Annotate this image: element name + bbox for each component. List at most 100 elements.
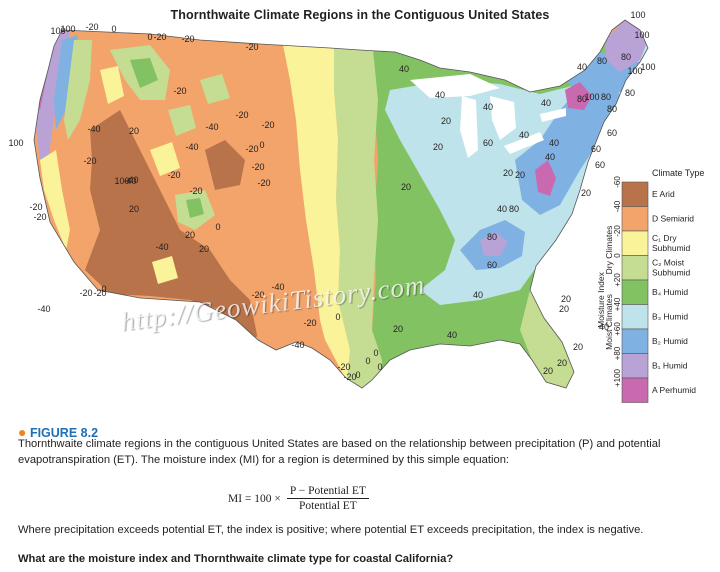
equation-lhs: MI = 100 × [228, 492, 281, 505]
region-b4-rockies-north [130, 58, 158, 88]
legend-moist-climates-label: Moist Climates [604, 294, 614, 350]
climate-map-figure: 100 -20 0 0 -20 -20 100 -40 -40 100 -20 -40 -40 0 -20-… [8, 8, 704, 403]
isoline-label: 100 [630, 10, 645, 20]
legend-item-label: B₁ Humid [652, 361, 688, 371]
isoline-label: 20 [543, 366, 553, 376]
isoline-label: 0 [335, 312, 340, 322]
isoline-label: -40 [271, 282, 284, 292]
isoline-label: 20 [129, 204, 139, 214]
region-c2-rockies-wyoming [168, 105, 196, 136]
figure-caption: Thornthwaite climate regions in the cont… [18, 438, 661, 466]
legend-tick-label: +20 [613, 273, 622, 287]
region-c1-rockies-utah [150, 142, 180, 176]
isoline-label: 0 [259, 140, 264, 150]
region-c1-dry-subhumid-sierra [40, 150, 70, 250]
isoline-label: -40 [291, 340, 304, 350]
isoline-label: -20 [235, 110, 248, 120]
isoline-label: -20 [337, 362, 350, 372]
isoline-label: 0 [147, 32, 152, 42]
bullet-dot-icon: ● [18, 424, 27, 440]
isoline-label: 20 [129, 126, 139, 136]
isoline-label: -20 [251, 162, 264, 172]
isoline-labels: 100 -20 00 -20 -20100-40-40100-20-40-400-20-… [8, 10, 655, 382]
isoline-label: 40 [541, 98, 551, 108]
legend-tick-label: +40 [613, 297, 622, 311]
isoline-label: 100 [634, 30, 649, 40]
legend-tick-label: -60 [613, 176, 622, 188]
region-e-arid-wyoming [205, 140, 245, 190]
us-outline [33, 19, 649, 389]
legend-item-label: B₄ Humid [652, 287, 688, 297]
lake-ontario [540, 108, 566, 122]
legend-tick-label: +80 [613, 346, 622, 360]
isoline-label: 40 [549, 138, 559, 148]
isoline-label: 60 [483, 138, 493, 148]
us-climate-map: 100 -20 00 -20 -20100-40-40100-20-40-400-20-… [8, 10, 704, 403]
isoline-label: 60 [487, 260, 497, 270]
isoline-label: 80 [625, 88, 635, 98]
isoline-label: 40 [447, 330, 457, 340]
isoline-label: -20 [303, 318, 316, 328]
lake-erie [504, 132, 544, 154]
legend-swatch [621, 304, 649, 330]
isoline-label: 60 [595, 160, 605, 170]
isoline-label: 80 [597, 56, 607, 66]
isoline-label: 80 [487, 232, 497, 242]
isoline-label: 80 [601, 92, 611, 102]
region-b1-humid-maine [605, 20, 648, 72]
legend-item-label: D Semiarid [652, 214, 694, 224]
moisture-index-equation: MI = 100 × P − Potential ET Potential ET [228, 485, 369, 512]
legend-moisture-index-label: Moisture Index [596, 271, 606, 327]
region-c1-rockies-north [100, 66, 124, 104]
isoline-label: 40 [577, 62, 587, 72]
region-a-perhumid-appalachian [535, 160, 556, 196]
legend-swatch [621, 181, 649, 207]
isoline-label: -20 [245, 144, 258, 154]
isoline-label: 0 [101, 284, 106, 294]
equation-numerator: P − Potential ET [286, 485, 369, 499]
region-c1-rockies-new-mexico [152, 256, 178, 284]
isoline-label: 20 [573, 342, 583, 352]
legend-item-label: A Perhumid [652, 385, 696, 395]
isoline-label: 20 [401, 182, 411, 192]
isoline-label: -20 [181, 34, 194, 44]
legend-item-label: C₁ Dry Subhumid [652, 233, 691, 253]
isoline-label: -20 [79, 288, 92, 298]
lake-superior [410, 74, 500, 98]
region-c1-dry-subhumid-band [282, 40, 350, 388]
region-c2-rockies-montana [200, 74, 230, 104]
isoline-label: -20 [245, 42, 258, 52]
isoline-label: 20 [515, 170, 525, 180]
region-d-semiarid-texas [250, 300, 345, 378]
legend-tick-label: +60 [613, 322, 622, 336]
isoline-label: 40 [519, 130, 529, 140]
isoline-label: 20 [441, 116, 451, 126]
isoline-label: -20 [173, 86, 186, 96]
legend-tick-label: 0 [613, 253, 622, 258]
isoline-label: 80 [621, 52, 631, 62]
isoline-label: -20 [257, 178, 270, 188]
isoline-label: 40 [473, 290, 483, 300]
isoline-label: -20 [261, 120, 274, 130]
isoline-label: 80 [509, 204, 519, 214]
isoline-label: -40 [87, 124, 100, 134]
isoline-label: 100 [114, 176, 129, 186]
region-e-arid-southwest [85, 110, 270, 340]
isoline-label: -40 [185, 142, 198, 152]
legend-item-label: B₂ Humid [652, 336, 688, 346]
climate-type-legend: Climate Type Dry Climates Moisture Index… [596, 168, 704, 403]
isoline-label: 60 [591, 144, 601, 154]
isoline-label: -40 [155, 242, 168, 252]
legend-swatch [621, 279, 649, 305]
isoline-label: 20 [393, 324, 403, 334]
map-title: Thornthwaite Climate Regions in the Cont… [170, 8, 550, 22]
isoline-label: -20 [153, 32, 166, 42]
region-b4-rockies-colorado [186, 198, 204, 218]
isoline-label: -40 [37, 304, 50, 314]
isoline-label: 20 [503, 168, 513, 178]
isoline-label: 100 [640, 62, 655, 72]
legend-item-label: C₂ Moist Subhumid [652, 258, 691, 278]
isoline-label: -40 [125, 175, 138, 185]
isoline-label: -20 [93, 288, 106, 298]
isoline-label: 20 [557, 358, 567, 368]
